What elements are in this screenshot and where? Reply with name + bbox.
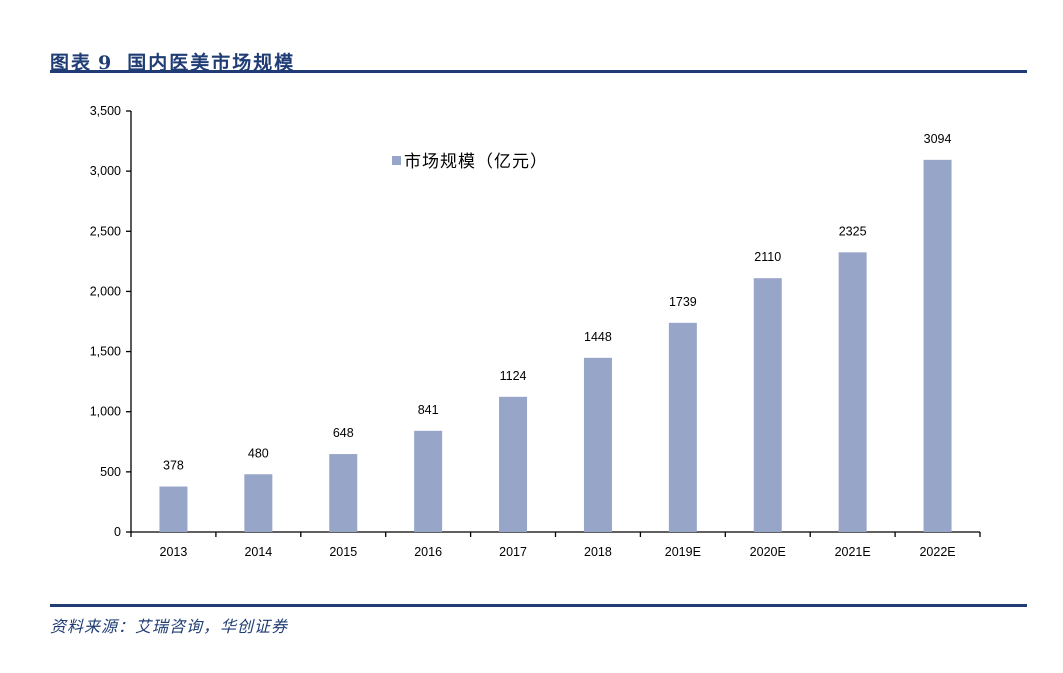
legend-swatch: [392, 156, 401, 165]
data-label: 480: [248, 446, 269, 460]
bar: [159, 486, 188, 532]
source-rule: [50, 604, 1027, 607]
x-tick-label: 2015: [329, 545, 357, 559]
bar: [583, 357, 612, 532]
figure-label: 图表: [50, 52, 93, 74]
y-tick-label: 3,500: [90, 104, 121, 118]
x-axis: 2013 2014 2015 2016 2017 2018 2019E 2020E 2021E 2…: [130, 531, 981, 559]
data-label: 648: [333, 426, 354, 440]
data-label: 1124: [500, 369, 527, 383]
y-tick-label: 0: [114, 525, 121, 539]
bar: [499, 396, 528, 532]
figure-title: 图表 9 国内医美市场规模: [50, 48, 295, 75]
x-tick-label: 2020E: [750, 545, 786, 559]
data-label: 1448: [584, 330, 612, 344]
bar: [923, 159, 952, 532]
x-tick-label: 2014: [244, 545, 272, 559]
x-tick-label: 2019E: [665, 545, 701, 559]
x-tick-label: 2013: [160, 545, 188, 559]
bar: [244, 474, 273, 532]
title-rule: [50, 70, 1027, 73]
figure-title-text: 国内医美市场规模: [127, 52, 296, 74]
legend-label: 市场规模（亿元）: [404, 152, 548, 172]
x-tick-label: 2021E: [835, 545, 871, 559]
legend: 市场规模（亿元）: [392, 152, 548, 172]
x-tick-label: 2016: [414, 545, 442, 559]
bar: [753, 278, 782, 532]
bar-series: 378 480 648 841 1124 1448 1739 2110 2325 3094: [159, 132, 952, 533]
data-label: 2110: [754, 250, 781, 264]
y-tick-label: 2,000: [90, 284, 121, 298]
x-tick-label: 2022E: [919, 545, 955, 559]
bar: [329, 454, 358, 532]
data-label: 841: [418, 403, 439, 417]
y-tick-label: 3,000: [90, 164, 121, 178]
bar: [414, 430, 443, 532]
y-tick-label: 500: [100, 465, 121, 479]
source-note: 资料来源：艾瑞咨询，华创证券: [50, 617, 289, 636]
bar: [668, 322, 697, 532]
x-tick-label: 2018: [584, 545, 612, 559]
y-axis: 0 500 1,000 1,500 2,000 2,500 3,000 3,500: [90, 104, 132, 539]
figure-number: 9: [98, 52, 114, 74]
y-tick-label: 1,500: [90, 345, 121, 359]
data-label: 2325: [839, 224, 867, 238]
data-label: 3094: [924, 132, 952, 146]
x-tick-label: 2017: [499, 545, 527, 559]
y-tick-label: 2,500: [90, 224, 121, 238]
y-tick-label: 1,000: [90, 405, 121, 419]
data-label: 378: [163, 459, 184, 473]
data-label: 1739: [669, 295, 697, 309]
bar: [838, 252, 867, 533]
